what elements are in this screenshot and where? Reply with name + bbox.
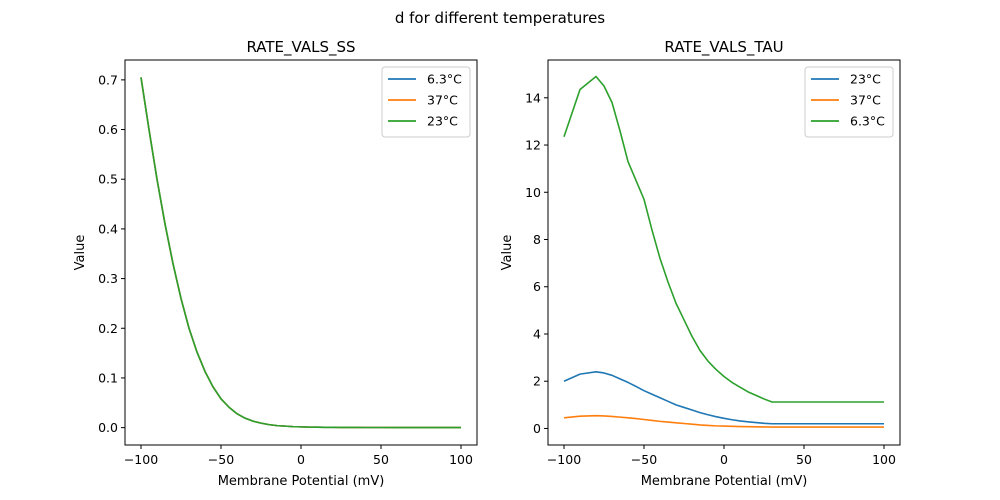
x-tick-label: 0 bbox=[720, 452, 728, 467]
legend-label: 6.3°C bbox=[427, 72, 462, 87]
legend-label: 23°C bbox=[850, 72, 881, 87]
legend: 23°C 37°C 6.3°C bbox=[804, 66, 894, 138]
legend-box bbox=[381, 66, 471, 138]
x-tick-label: 100 bbox=[449, 452, 473, 467]
y-tick-label: 0.1 bbox=[98, 370, 118, 385]
y-tick-label: 0.3 bbox=[98, 271, 118, 286]
y-tick-label: 0.4 bbox=[98, 221, 118, 236]
y-tick-label: 6 bbox=[533, 279, 541, 294]
legend: 6.3°C 37°C 23°C bbox=[381, 66, 471, 138]
y-tick-label: 4 bbox=[533, 326, 541, 341]
legend-box bbox=[804, 66, 894, 138]
x-tick-label: −100 bbox=[547, 452, 581, 467]
y-tick-label: 8 bbox=[533, 232, 541, 247]
x-tick-label: −50 bbox=[631, 452, 657, 467]
x-tick-label: 0 bbox=[297, 452, 305, 467]
y-tick-label: 2 bbox=[533, 374, 541, 389]
y-tick-label: 0.5 bbox=[98, 172, 118, 187]
axes-title: RATE_VALS_SS bbox=[246, 38, 355, 57]
x-axis-label: Membrane Potential (mV) bbox=[641, 474, 808, 489]
y-tick-label: 10 bbox=[525, 185, 541, 200]
axes-title: RATE_VALS_TAU bbox=[664, 38, 783, 57]
x-axis-label: Membrane Potential (mV) bbox=[218, 474, 385, 489]
series-line-1 bbox=[563, 414, 884, 428]
y-tick-label: 0.6 bbox=[98, 122, 118, 137]
x-tick-label: −50 bbox=[208, 452, 234, 467]
y-tick-label: 14 bbox=[525, 90, 541, 105]
legend-label: 6.3°C bbox=[850, 114, 885, 129]
y-tick-label: 0.7 bbox=[98, 72, 118, 87]
series-line-2 bbox=[563, 75, 884, 403]
series-line-0 bbox=[563, 370, 884, 425]
y-axis-label: Value bbox=[500, 235, 515, 271]
x-tick-label: 100 bbox=[872, 452, 896, 467]
x-tick-label: 50 bbox=[373, 452, 389, 467]
subplot-rate-vals-ss: −100 −50 0 50 100 0.0 0.1 0.2 0.3 0.4 0.5 0.6 0.7 RAT… bbox=[73, 38, 478, 489]
y-tick-label: 12 bbox=[525, 138, 541, 153]
y-axis-label: Value bbox=[73, 235, 88, 271]
legend-label: 23°C bbox=[427, 114, 458, 129]
legend-label: 37°C bbox=[427, 93, 458, 108]
legend-label: 37°C bbox=[850, 93, 881, 108]
y-tick-label: 0.0 bbox=[98, 420, 118, 435]
figure-suptitle: d for different temperatures bbox=[395, 9, 605, 27]
y-tick-label: 0 bbox=[533, 421, 541, 436]
subplot-rate-vals-tau: −100 −50 0 50 100 0 2 4 6 8 10 12 14 RATE_VALS_TAU Mem… bbox=[500, 38, 901, 489]
series-line-2 bbox=[140, 77, 461, 429]
y-tick-label: 0.2 bbox=[98, 321, 118, 336]
x-tick-label: −100 bbox=[124, 452, 158, 467]
x-tick-label: 50 bbox=[796, 452, 812, 467]
